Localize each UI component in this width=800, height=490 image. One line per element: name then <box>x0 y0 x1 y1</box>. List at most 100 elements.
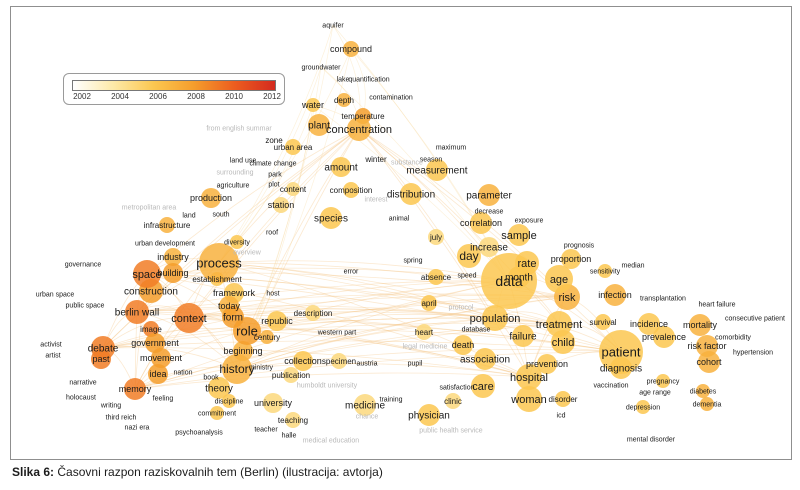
term-label-training: training <box>380 396 403 403</box>
bubble-day[interactable] <box>457 244 481 268</box>
bubble-debate[interactable] <box>91 336 115 360</box>
bubble-role[interactable] <box>233 317 261 345</box>
bubble-proportion[interactable] <box>561 249 581 269</box>
bubble-plant[interactable] <box>308 114 330 136</box>
bubble-depth[interactable] <box>337 93 351 107</box>
bubble-mortality[interactable] <box>689 314 711 336</box>
term-label-absence: absence <box>421 273 452 282</box>
bubble-july[interactable] <box>428 229 444 245</box>
term-link-35 <box>246 317 560 332</box>
bubble-absence[interactable] <box>428 269 444 285</box>
bubble-diabetes[interactable] <box>696 384 710 398</box>
term-label-maximum: maximum <box>436 144 467 151</box>
bubble-context[interactable] <box>174 303 204 333</box>
bubble-commitment[interactable] <box>210 406 224 420</box>
bubble-april[interactable] <box>421 295 437 311</box>
bubble-prevalence[interactable] <box>653 326 675 348</box>
bubble-association[interactable] <box>474 348 496 370</box>
bubble-university[interactable] <box>263 393 283 413</box>
term-label-artist: artist <box>45 352 60 359</box>
term-label-plant: plant <box>308 121 330 132</box>
bubble-production[interactable] <box>201 188 221 208</box>
bubble-movement[interactable] <box>151 348 171 368</box>
bubble-sensitivity[interactable] <box>598 264 612 278</box>
bubble-space[interactable] <box>133 260 161 288</box>
bubble-clinic[interactable] <box>445 393 461 409</box>
bubble-species[interactable] <box>320 207 342 229</box>
bubble-heart[interactable] <box>416 324 432 340</box>
bubble-republic[interactable] <box>267 311 287 331</box>
bubble-depression[interactable] <box>636 400 650 414</box>
bubble-publication[interactable] <box>283 367 299 383</box>
bubble-correlation[interactable] <box>470 212 492 234</box>
bubble-government[interactable] <box>145 333 165 353</box>
bubble-cohort[interactable] <box>698 351 720 373</box>
bubble-measurement[interactable] <box>426 159 448 181</box>
bubble-industry[interactable] <box>164 248 182 266</box>
term-label-parameter: parameter <box>466 191 512 202</box>
bubble-death[interactable] <box>453 335 473 355</box>
bubble-compound[interactable] <box>343 41 359 57</box>
bubble-century[interactable] <box>260 330 274 344</box>
bubble-distribution[interactable] <box>400 183 422 205</box>
bubble-idea[interactable] <box>148 364 168 384</box>
bubble-dementia[interactable] <box>700 397 714 411</box>
bubble-pregnancy[interactable] <box>656 374 670 388</box>
bubble-disorder[interactable] <box>555 391 571 407</box>
term-label-age-range: age range <box>639 389 671 396</box>
bubble-building[interactable] <box>163 263 183 283</box>
bubble-data[interactable] <box>481 253 537 309</box>
term-label-chance: chance <box>356 413 379 420</box>
bubble-woman[interactable] <box>516 386 542 412</box>
bubble-sample[interactable] <box>508 224 530 246</box>
bubble-process[interactable] <box>199 243 239 283</box>
bubble-description[interactable] <box>305 305 321 321</box>
bubble-infection[interactable] <box>604 284 626 306</box>
term-label-activist: activist <box>40 341 61 348</box>
bubble-patient[interactable] <box>599 330 643 374</box>
bubble-berlin-wall[interactable] <box>125 300 149 324</box>
term-label-from-english-summar: from english summar <box>206 125 272 132</box>
term-label-surrounding: surrounding <box>217 169 254 176</box>
term-link-45 <box>236 363 530 378</box>
bubble-risk-factor[interactable] <box>696 335 718 357</box>
bubble-physician[interactable] <box>418 404 440 426</box>
bubble-memory[interactable] <box>124 378 146 400</box>
term-label-woman: woman <box>510 394 546 406</box>
bubble-incidence[interactable] <box>638 313 660 335</box>
bubble-age[interactable] <box>545 265 573 293</box>
bubble-specimen[interactable] <box>331 353 347 369</box>
bubble-survival[interactable] <box>595 314 611 330</box>
term-label-commitment: commitment <box>198 410 236 417</box>
bubble-discipline[interactable] <box>222 394 236 408</box>
bubble-water[interactable] <box>306 98 320 112</box>
bubble-parameter[interactable] <box>478 184 500 206</box>
bubble-theory[interactable] <box>208 377 230 399</box>
bubble-composition[interactable] <box>343 182 359 198</box>
bubble-history[interactable] <box>222 354 252 384</box>
bubble-urban-area[interactable] <box>285 139 301 155</box>
bubble-station[interactable] <box>273 197 289 213</box>
bubble-teaching[interactable] <box>285 412 301 428</box>
bubble-infrastructure[interactable] <box>159 217 175 233</box>
caption-text: Časovni razpon raziskovalnih tem (Berlin… <box>57 465 383 479</box>
term-label-government: government <box>131 338 179 348</box>
bubble-concentration[interactable] <box>347 117 371 141</box>
term-label-transplantation: transplantation <box>640 295 686 302</box>
bubble-population[interactable] <box>482 305 508 331</box>
bubble-care[interactable] <box>471 374 495 398</box>
bubble-increase[interactable] <box>479 237 499 257</box>
bubble-hospital[interactable] <box>516 364 542 390</box>
bubble-prevention[interactable] <box>537 354 557 374</box>
bubble-diversity[interactable] <box>230 235 244 249</box>
term-label-groundwater: groundwater <box>302 64 342 71</box>
bubble-content[interactable] <box>286 182 300 196</box>
bubble-failure[interactable] <box>512 325 534 347</box>
bubble-amount[interactable] <box>331 157 351 177</box>
bubble-medicine[interactable] <box>354 394 376 416</box>
term-label-land-use: land use <box>230 157 257 164</box>
term-label-incidence: incidence <box>630 319 668 329</box>
bubble-collection[interactable] <box>293 351 313 371</box>
bubble-treatment[interactable] <box>546 311 572 337</box>
legend-tick-2012: 2012 <box>263 92 281 101</box>
